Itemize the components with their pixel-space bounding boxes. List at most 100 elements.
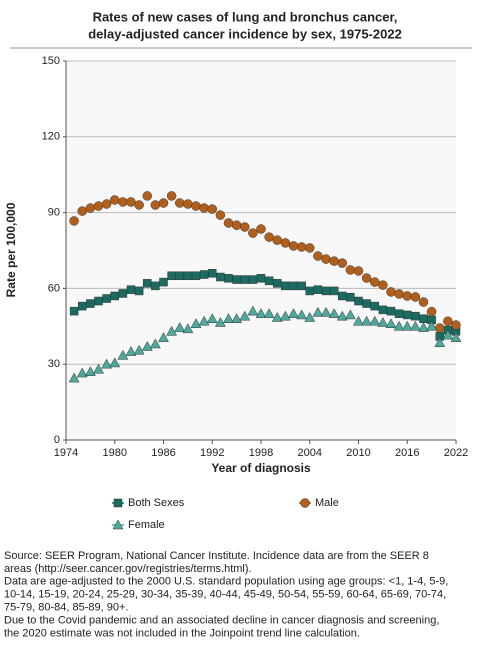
point: [142, 191, 152, 201]
point: [214, 316, 226, 327]
point: [183, 199, 193, 209]
point: [353, 315, 364, 326]
point: [109, 357, 121, 368]
point: [409, 320, 421, 331]
point: [134, 200, 144, 210]
x-axis-title: Year of diagnosis: [211, 461, 311, 475]
y-tick-label: 30: [48, 358, 60, 370]
point: [93, 201, 104, 211]
point: [182, 323, 194, 334]
point: [207, 204, 217, 214]
point: [240, 222, 250, 232]
point: [361, 273, 372, 283]
point: [377, 316, 389, 327]
point: [93, 363, 104, 374]
point: [223, 218, 234, 228]
point: [208, 268, 217, 278]
point: [271, 311, 283, 322]
point: [118, 197, 128, 207]
point: [369, 315, 381, 326]
point: [166, 191, 177, 201]
point: [117, 349, 129, 360]
point: [442, 329, 454, 340]
point: [206, 313, 218, 323]
point: [426, 320, 438, 331]
point: [394, 309, 404, 318]
point: [329, 256, 339, 266]
point: [167, 271, 176, 281]
note: Due to the Covid pandemic and an associa…: [4, 614, 439, 626]
point: [158, 198, 169, 208]
point: [402, 291, 412, 301]
point: [133, 344, 145, 355]
point: [224, 274, 233, 283]
point: [231, 313, 243, 323]
x-tick-label: 1974: [54, 447, 78, 459]
point: [362, 299, 371, 308]
x-tick-label: 2016: [395, 447, 419, 459]
point: [126, 285, 136, 294]
point: [337, 258, 347, 268]
point: [255, 308, 267, 318]
note: the 2020 estimate was not included in th…: [4, 627, 360, 639]
point: [166, 325, 178, 336]
point: [281, 281, 290, 291]
point: [190, 318, 202, 329]
x-tick-label: 2004: [298, 447, 322, 459]
point: [150, 200, 161, 210]
point: [143, 279, 152, 288]
point: [256, 274, 266, 283]
point: [321, 286, 331, 296]
point: [346, 292, 355, 302]
point: [411, 311, 420, 321]
y-tick-label: 0: [54, 434, 60, 446]
point: [94, 296, 103, 306]
point: [304, 311, 316, 322]
point: [451, 320, 461, 330]
point: [199, 270, 209, 279]
point: [280, 238, 291, 248]
point: [69, 306, 79, 316]
point: [305, 286, 314, 296]
point: [321, 254, 331, 264]
point: [272, 235, 282, 245]
point: [378, 305, 388, 315]
point: [84, 366, 96, 377]
point: [378, 280, 388, 290]
point: [85, 203, 96, 213]
point: [199, 203, 209, 213]
point: [215, 210, 226, 220]
point: [344, 309, 356, 320]
point: [386, 306, 396, 316]
point: [102, 294, 111, 303]
point: [101, 358, 113, 369]
y-axis-title: Rate per 100,000: [4, 202, 18, 297]
point: [183, 271, 193, 281]
point: [175, 198, 185, 208]
x-tick-label: 2010: [346, 447, 370, 459]
point: [305, 243, 315, 253]
point: [76, 367, 88, 378]
point: [450, 332, 462, 342]
point: [353, 266, 364, 276]
plot-area: [66, 61, 456, 440]
point: [370, 301, 379, 311]
point: [248, 228, 258, 238]
point: [77, 206, 87, 216]
point: [354, 296, 363, 306]
point: [370, 277, 380, 287]
point: [232, 275, 241, 284]
chart-title: Rates of new cases of lung and bronchus …: [93, 9, 398, 24]
point: [410, 292, 421, 302]
point: [149, 338, 161, 349]
point: [86, 299, 95, 308]
point: [273, 279, 282, 288]
point: [296, 309, 308, 320]
point: [264, 276, 274, 286]
x-tick-label: 1992: [200, 447, 224, 459]
x-tick-label: 1980: [103, 447, 127, 459]
point: [78, 301, 87, 311]
point: [141, 340, 153, 351]
point: [393, 320, 405, 331]
